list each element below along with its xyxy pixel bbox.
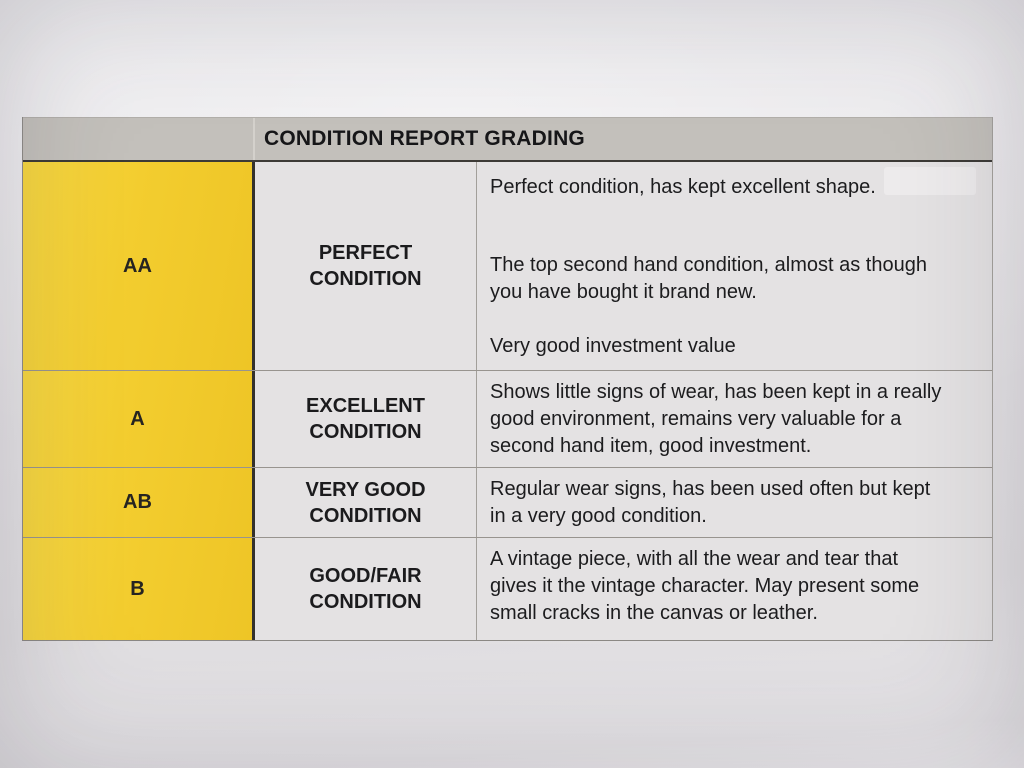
grade-row-ab: AB VERY GOOD CONDITION Regular wear sign… [23,468,992,538]
grade-label: AA [123,254,152,277]
condition-name-cell-b: GOOD/FAIR CONDITION [255,538,477,640]
header-cell-title: CONDITION REPORT GRADING [255,118,992,160]
description-paragraph: Regular wear signs, has been used often … [490,478,931,527]
condition-name-cell-ab: VERY GOOD CONDITION [255,468,477,537]
condition-name: VERY GOOD CONDITION [305,478,426,527]
description-paragraph: A vintage piece, with all the wear and t… [490,548,920,624]
description-cell-ab: Regular wear signs, has been used often … [477,468,992,537]
grade-label: AB [123,491,152,513]
grade-row-aa: AA PERFECT CONDITION Perfect condition, … [23,162,992,371]
grade-row-b: B GOOD/FAIR CONDITION A vintage piece, w… [23,538,992,640]
condition-name-cell-aa: PERFECT CONDITION [255,162,477,370]
table-header-row: CONDITION REPORT GRADING [23,117,992,162]
description-cell-a: Shows little signs of wear, has been kep… [477,371,992,467]
grade-cell-b: B [23,538,255,640]
description-cell-aa: Perfect condition, has kept excellent sh… [477,162,992,370]
grade-row-a: A EXCELLENT CONDITION Shows little signs… [23,371,992,468]
condition-name: GOOD/FAIR CONDITION [309,565,422,613]
grade-cell-aa: AA [23,162,255,370]
grade-label: B [130,577,145,600]
description-paragraph: The top second hand condition, almost as… [490,254,927,303]
grade-cell-a: A [23,371,255,467]
condition-name: PERFECT CONDITION [309,242,422,290]
condition-grading-table: CONDITION REPORT GRADING AA PERFECT COND… [22,117,993,641]
table-title: CONDITION REPORT GRADING [264,127,585,150]
grade-label: A [130,407,145,430]
description-cell-b: A vintage piece, with all the wear and t… [477,538,992,640]
condition-name-cell-a: EXCELLENT CONDITION [255,371,477,467]
header-cell-grade-column [23,118,255,160]
condition-name: EXCELLENT CONDITION [306,395,425,443]
whiteout-patch [884,167,976,195]
description-paragraph: Perfect condition, has kept excellent sh… [490,176,876,198]
description-paragraph: Very good investment value [490,335,736,357]
description-paragraph: Shows little signs of wear, has been kep… [490,381,942,457]
grade-cell-ab: AB [23,468,255,537]
